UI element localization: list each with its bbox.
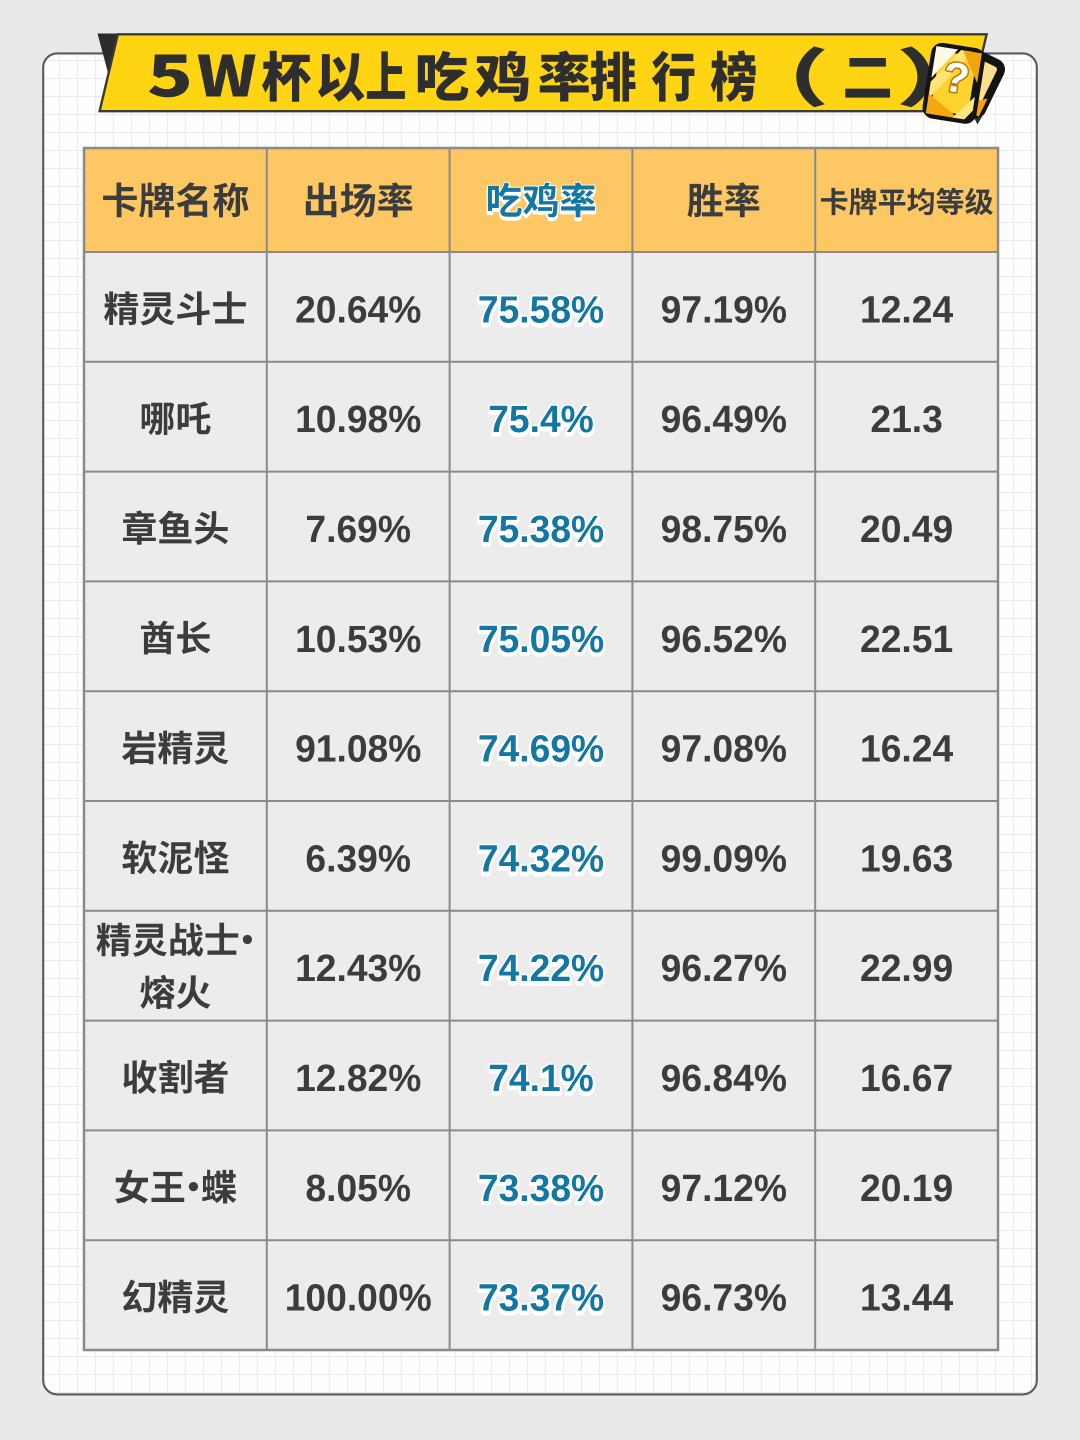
svg-text:96.49%: 96.49% [661, 398, 787, 440]
svg-text:75.05%: 75.05% [478, 617, 604, 659]
svg-text:12.24: 12.24 [860, 288, 953, 330]
svg-text:74.1%: 74.1% [488, 1057, 594, 1099]
svg-text:98.75%: 98.75% [661, 508, 787, 550]
svg-text:75.4%: 75.4% [488, 398, 594, 440]
svg-text:16.67: 16.67 [860, 1057, 953, 1099]
svg-text:13.44: 13.44 [860, 1276, 953, 1318]
svg-text:75.4%: 75.4% [488, 400, 594, 442]
svg-text:20.19: 20.19 [860, 1166, 953, 1208]
svg-text:22.99: 22.99 [860, 947, 953, 989]
svg-text:96.73%: 96.73% [661, 1276, 787, 1318]
svg-text:96.27%: 96.27% [661, 947, 787, 989]
svg-text:74.69%: 74.69% [478, 727, 604, 769]
svg-text:74.22%: 74.22% [478, 949, 604, 991]
svg-text:74.22%: 74.22% [478, 947, 604, 989]
svg-text:96.52%: 96.52% [661, 617, 787, 659]
svg-text:20.64%: 20.64% [295, 288, 421, 330]
svg-text:75.38%: 75.38% [478, 508, 604, 550]
svg-text:20.49: 20.49 [860, 508, 953, 550]
svg-text:19.63: 19.63 [860, 837, 953, 879]
svg-text:10.53%: 10.53% [295, 617, 421, 659]
svg-text:6.39%: 6.39% [305, 837, 411, 879]
svg-text:75.38%: 75.38% [478, 510, 604, 552]
svg-text:73.38%: 73.38% [478, 1166, 604, 1208]
svg-text:74.32%: 74.32% [478, 839, 604, 881]
svg-text:16.24: 16.24 [860, 727, 953, 769]
svg-text:75.58%: 75.58% [478, 290, 604, 332]
svg-text:75.58%: 75.58% [478, 288, 604, 330]
svg-text:97.12%: 97.12% [661, 1166, 787, 1208]
svg-text:96.84%: 96.84% [661, 1057, 787, 1099]
svg-text:22.51: 22.51 [860, 617, 953, 659]
svg-text:73.37%: 73.37% [478, 1276, 604, 1318]
svg-text:10.98%: 10.98% [295, 398, 421, 440]
svg-text:100.00%: 100.00% [285, 1276, 432, 1318]
svg-text:75.05%: 75.05% [478, 620, 604, 662]
svg-text:74.69%: 74.69% [478, 730, 604, 772]
svg-text:97.19%: 97.19% [661, 288, 787, 330]
svg-text:8.05%: 8.05% [305, 1166, 411, 1208]
svg-text:97.08%: 97.08% [661, 727, 787, 769]
svg-text:7.69%: 7.69% [305, 508, 411, 550]
svg-text:73.38%: 73.38% [478, 1169, 604, 1211]
svg-text:74.1%: 74.1% [488, 1059, 594, 1101]
svg-text:91.08%: 91.08% [295, 727, 421, 769]
svg-text:74.32%: 74.32% [478, 837, 604, 879]
svg-text:21.3: 21.3 [870, 398, 942, 440]
svg-text:99.09%: 99.09% [661, 837, 787, 879]
svg-text:12.82%: 12.82% [295, 1057, 421, 1099]
svg-text:73.37%: 73.37% [478, 1279, 604, 1321]
svg-text:12.43%: 12.43% [295, 947, 421, 989]
